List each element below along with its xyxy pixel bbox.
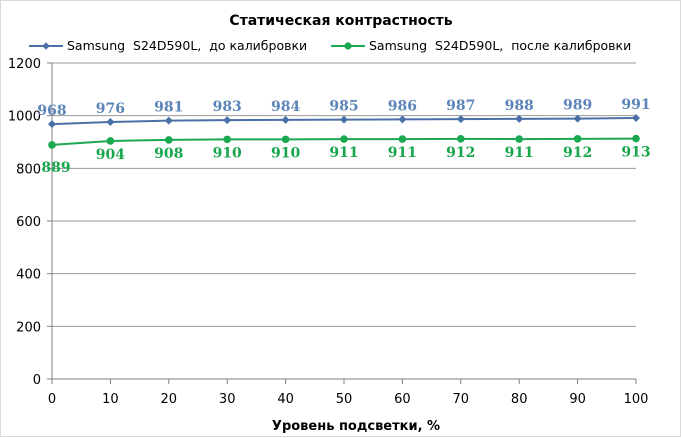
series-1-point-30 — [223, 116, 232, 125]
data-label-series-2-50: 911 — [329, 145, 358, 161]
x-tick-label-90: 90 — [569, 392, 586, 407]
chart-title: Статическая контрастность — [229, 13, 452, 29]
y-tick-label-0: 0 — [33, 373, 41, 388]
y-tick-label-800: 800 — [16, 162, 41, 177]
data-label-series-2-70: 912 — [446, 145, 475, 161]
data-label-series-2-0: 889 — [41, 160, 70, 176]
x-axis-ticks: 0 10 20 30 40 50 60 70 80 90 100 — [48, 379, 649, 407]
series-1-point-60 — [398, 115, 407, 124]
legend-label-series-1: Samsung S24D590L, до калибровки — [67, 38, 307, 53]
series-1-point-70 — [456, 115, 465, 124]
legend-item-series-1: Samsung S24D590L, до калибровки — [29, 38, 307, 53]
series-2-point-20 — [165, 136, 173, 144]
data-label-series-1-0: 968 — [37, 103, 66, 119]
y-axis-ticks: 0 200 400 600 800 1000 1200 — [8, 57, 52, 388]
series-2-point-70 — [457, 135, 465, 143]
y-tick-label-1000: 1000 — [8, 110, 41, 125]
x-tick-label-40: 40 — [277, 392, 294, 407]
data-label-series-1-100: 991 — [621, 97, 650, 113]
series-1-point-0 — [48, 120, 56, 129]
legend-marker-series-1 — [42, 42, 50, 50]
legend: Samsung S24D590L, до калибровки Samsung … — [29, 38, 631, 53]
x-tick-label-0: 0 — [48, 392, 56, 407]
series-1-point-20 — [164, 116, 173, 125]
series-2-point-100 — [632, 134, 640, 143]
data-label-series-1-90: 989 — [563, 98, 592, 114]
series-2-point-90 — [573, 135, 582, 143]
legend-item-series-2: Samsung S24D590L, после калибровки — [331, 38, 631, 53]
data-label-series-2-80: 911 — [505, 145, 534, 161]
series-2-point-80 — [515, 135, 523, 143]
x-tick-label-20: 20 — [161, 392, 178, 407]
y-tick-label-600: 600 — [16, 215, 41, 230]
series-1-point-50 — [340, 115, 348, 124]
x-tick-label-30: 30 — [219, 392, 236, 407]
x-axis-label: Уровень подсветки, % — [272, 419, 440, 434]
x-tick-label-70: 70 — [453, 392, 470, 407]
series-2-point-60 — [398, 135, 407, 143]
data-label-series-2-30: 910 — [213, 145, 242, 161]
data-label-series-1-40: 984 — [271, 99, 300, 115]
x-tick-label-10: 10 — [102, 392, 119, 407]
data-label-series-1-50: 985 — [329, 99, 358, 115]
data-label-series-2-90: 912 — [563, 145, 592, 161]
data-label-series-1-60: 986 — [388, 98, 417, 114]
y-tick-label-1200: 1200 — [8, 57, 41, 72]
series-2-point-40 — [281, 135, 290, 144]
y-tick-label-400: 400 — [16, 268, 41, 283]
data-label-series-1-80: 988 — [505, 98, 534, 114]
x-tick-label-100: 100 — [624, 392, 649, 407]
series-1-point-40 — [281, 115, 290, 124]
series-2-point-10 — [106, 137, 115, 145]
data-label-series-1-20: 981 — [154, 100, 183, 116]
data-label-series-2-10: 904 — [96, 147, 125, 163]
x-tick-label-80: 80 — [511, 392, 528, 407]
series-1-point-90 — [573, 114, 582, 123]
legend-label-series-2: Samsung S24D590L, после калибровки — [369, 38, 631, 53]
series-2-point-0 — [48, 141, 56, 149]
series-2-point-50 — [340, 135, 348, 143]
x-tick-label-60: 60 — [394, 392, 411, 407]
series-2-point-30 — [223, 135, 231, 144]
series-1-point-100 — [632, 114, 640, 123]
data-labels: 968 976 981 983 984 985 986 987 988 989 991 889 904 9… — [37, 97, 650, 176]
x-tick-label-50: 50 — [336, 392, 353, 407]
data-label-series-2-40: 910 — [271, 145, 300, 161]
series-layer — [48, 114, 640, 149]
data-label-series-1-30: 983 — [213, 99, 242, 115]
y-tick-label-200: 200 — [16, 320, 41, 335]
data-label-series-2-100: 913 — [621, 145, 650, 161]
data-label-series-1-70: 987 — [446, 98, 475, 114]
data-label-series-1-10: 976 — [96, 101, 125, 117]
legend-marker-series-2 — [344, 42, 352, 50]
data-label-series-2-60: 911 — [388, 145, 417, 161]
data-label-series-2-20: 908 — [154, 146, 183, 162]
series-1-point-80 — [515, 114, 524, 123]
series-1-point-10 — [106, 117, 115, 126]
